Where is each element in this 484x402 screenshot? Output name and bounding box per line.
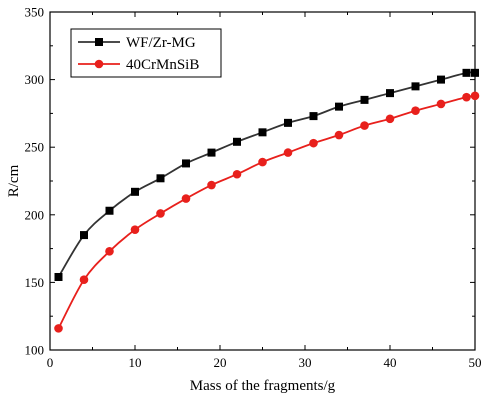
legend-marker-series-2	[94, 59, 104, 69]
data-point-series-1	[233, 137, 241, 146]
data-point-series-2	[105, 247, 114, 256]
axis-ticks: 0 10 20 30 40 50 100 150 200 250 300 350	[25, 5, 482, 371]
data-point-series-1	[284, 118, 292, 127]
legend: WF/Zr-MG 40CrMnSiB	[70, 28, 222, 78]
data-point-series-2	[309, 138, 318, 148]
y-tick-label: 100	[25, 343, 45, 358]
data-point-series-2	[207, 180, 216, 190]
series-1	[54, 68, 479, 281]
data-point-series-1	[335, 102, 343, 111]
legend-label-series-1: WF/Zr-MG	[126, 35, 196, 51]
data-point-series-2	[258, 157, 267, 167]
data-point-series-2	[462, 92, 471, 102]
data-point-series-2	[283, 148, 293, 157]
y-tick-label: 250	[25, 140, 45, 155]
y-tick-label: 350	[25, 5, 45, 20]
data-point-series-2	[181, 194, 191, 203]
data-point-series-2	[156, 209, 165, 218]
data-point-series-2	[360, 121, 369, 130]
data-point-series-1	[258, 128, 267, 137]
data-point-series-2	[411, 106, 420, 115]
series-layer	[54, 68, 480, 333]
data-point-series-2	[79, 275, 89, 284]
x-tick-label: 40	[384, 355, 397, 370]
y-tick-label: 200	[25, 207, 45, 222]
data-point-series-1	[156, 174, 165, 183]
x-tick-label: 20	[214, 355, 227, 370]
data-point-series-1	[360, 95, 369, 104]
x-tick-label: 0	[47, 355, 54, 370]
data-point-series-1	[386, 89, 394, 98]
data-point-series-2	[334, 130, 344, 140]
data-point-series-1	[411, 82, 420, 91]
data-point-series-1	[207, 148, 216, 157]
data-point-series-1	[105, 206, 114, 215]
y-tick-label: 150	[25, 275, 45, 290]
legend-label-series-2: 40CrMnSiB	[126, 57, 199, 73]
x-tick-label: 50	[469, 355, 482, 370]
series-line-1	[57, 71, 476, 278]
data-point-series-2	[385, 114, 395, 124]
data-point-series-1	[80, 231, 88, 240]
data-point-series-2	[130, 225, 140, 234]
x-tick-label: 30	[299, 355, 312, 370]
legend-marker-series-1	[95, 38, 103, 46]
data-point-series-1	[471, 68, 479, 77]
series-2	[54, 91, 480, 333]
data-point-series-2	[54, 324, 63, 333]
data-point-series-1	[54, 272, 63, 281]
y-axis-title: R/cm	[6, 164, 22, 197]
x-axis-title: Mass of the fragments/g	[190, 378, 336, 394]
data-point-series-2	[470, 91, 480, 101]
data-point-series-1	[131, 187, 139, 196]
legend-box	[70, 28, 222, 78]
data-point-series-1	[182, 159, 190, 168]
data-point-series-1	[309, 112, 318, 121]
x-tick-label: 10	[129, 355, 142, 370]
y-tick-label: 300	[25, 72, 45, 87]
data-point-series-2	[436, 99, 446, 109]
data-point-series-1	[437, 75, 445, 84]
data-point-series-2	[232, 169, 242, 179]
data-point-series-1	[462, 68, 471, 77]
